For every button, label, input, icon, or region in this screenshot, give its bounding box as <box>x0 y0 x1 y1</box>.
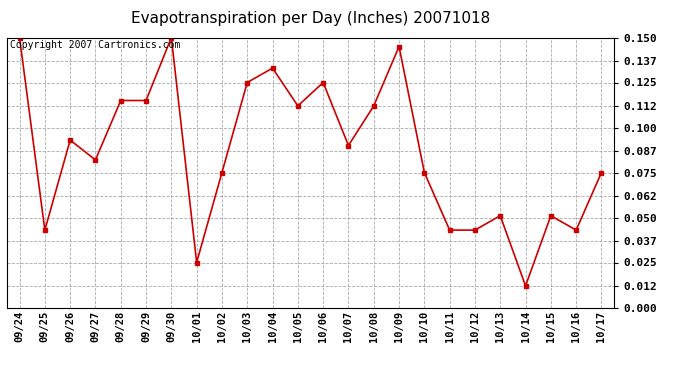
Text: Evapotranspiration per Day (Inches) 20071018: Evapotranspiration per Day (Inches) 2007… <box>131 11 490 26</box>
Text: Copyright 2007 Cartronics.com: Copyright 2007 Cartronics.com <box>10 40 180 50</box>
